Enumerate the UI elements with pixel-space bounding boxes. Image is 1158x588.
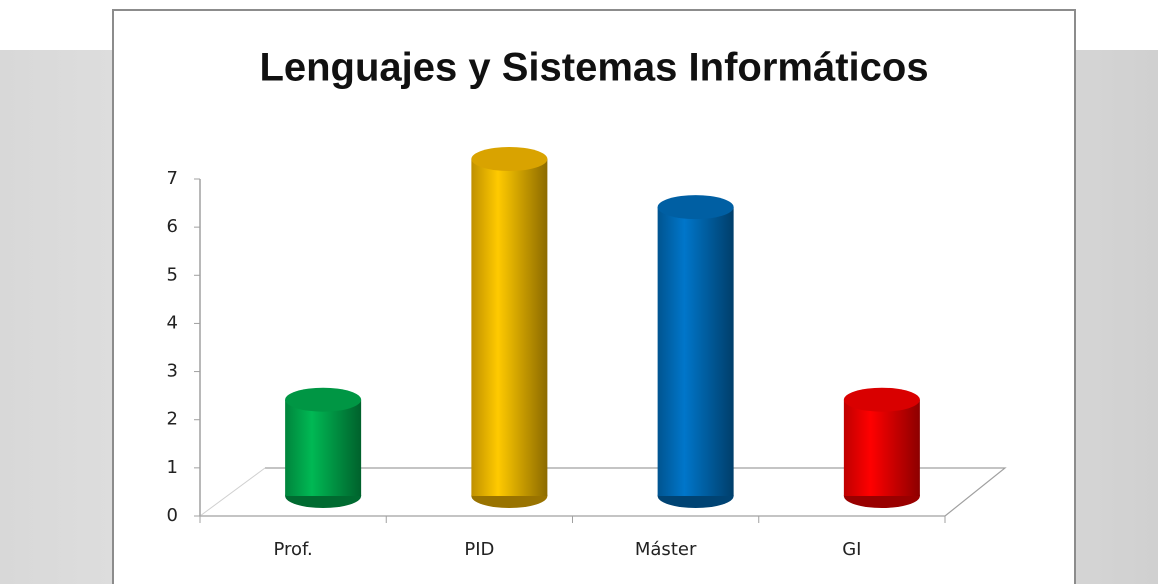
bar xyxy=(844,400,920,496)
chart-frame xyxy=(113,10,1075,584)
bar-top xyxy=(471,147,547,171)
y-tick-label: 1 xyxy=(167,457,178,478)
x-tick-label: Máster xyxy=(635,539,697,560)
bar xyxy=(285,400,361,496)
x-tick-label: Prof. xyxy=(273,539,312,560)
y-tick-label: 2 xyxy=(167,409,178,430)
y-tick-label: 0 xyxy=(167,505,178,526)
y-tick-label: 5 xyxy=(167,264,178,285)
chart-title: Lenguajes y Sistemas Informáticos xyxy=(259,46,928,90)
bar-top xyxy=(285,388,361,412)
bar-top xyxy=(658,195,734,219)
y-tick-label: 6 xyxy=(167,216,178,237)
bar-top xyxy=(844,388,920,412)
bar xyxy=(471,159,547,496)
y-tick-label: 7 xyxy=(167,168,178,189)
chart: Lenguajes y Sistemas Informáticos 0 1 2 3 4 5… xyxy=(0,0,1158,584)
x-tick-label: GI xyxy=(842,539,861,560)
x-tick-label: PID xyxy=(464,539,494,560)
y-tick-label: 4 xyxy=(167,312,178,333)
y-tick-label: 3 xyxy=(167,361,178,382)
bar xyxy=(658,207,734,496)
